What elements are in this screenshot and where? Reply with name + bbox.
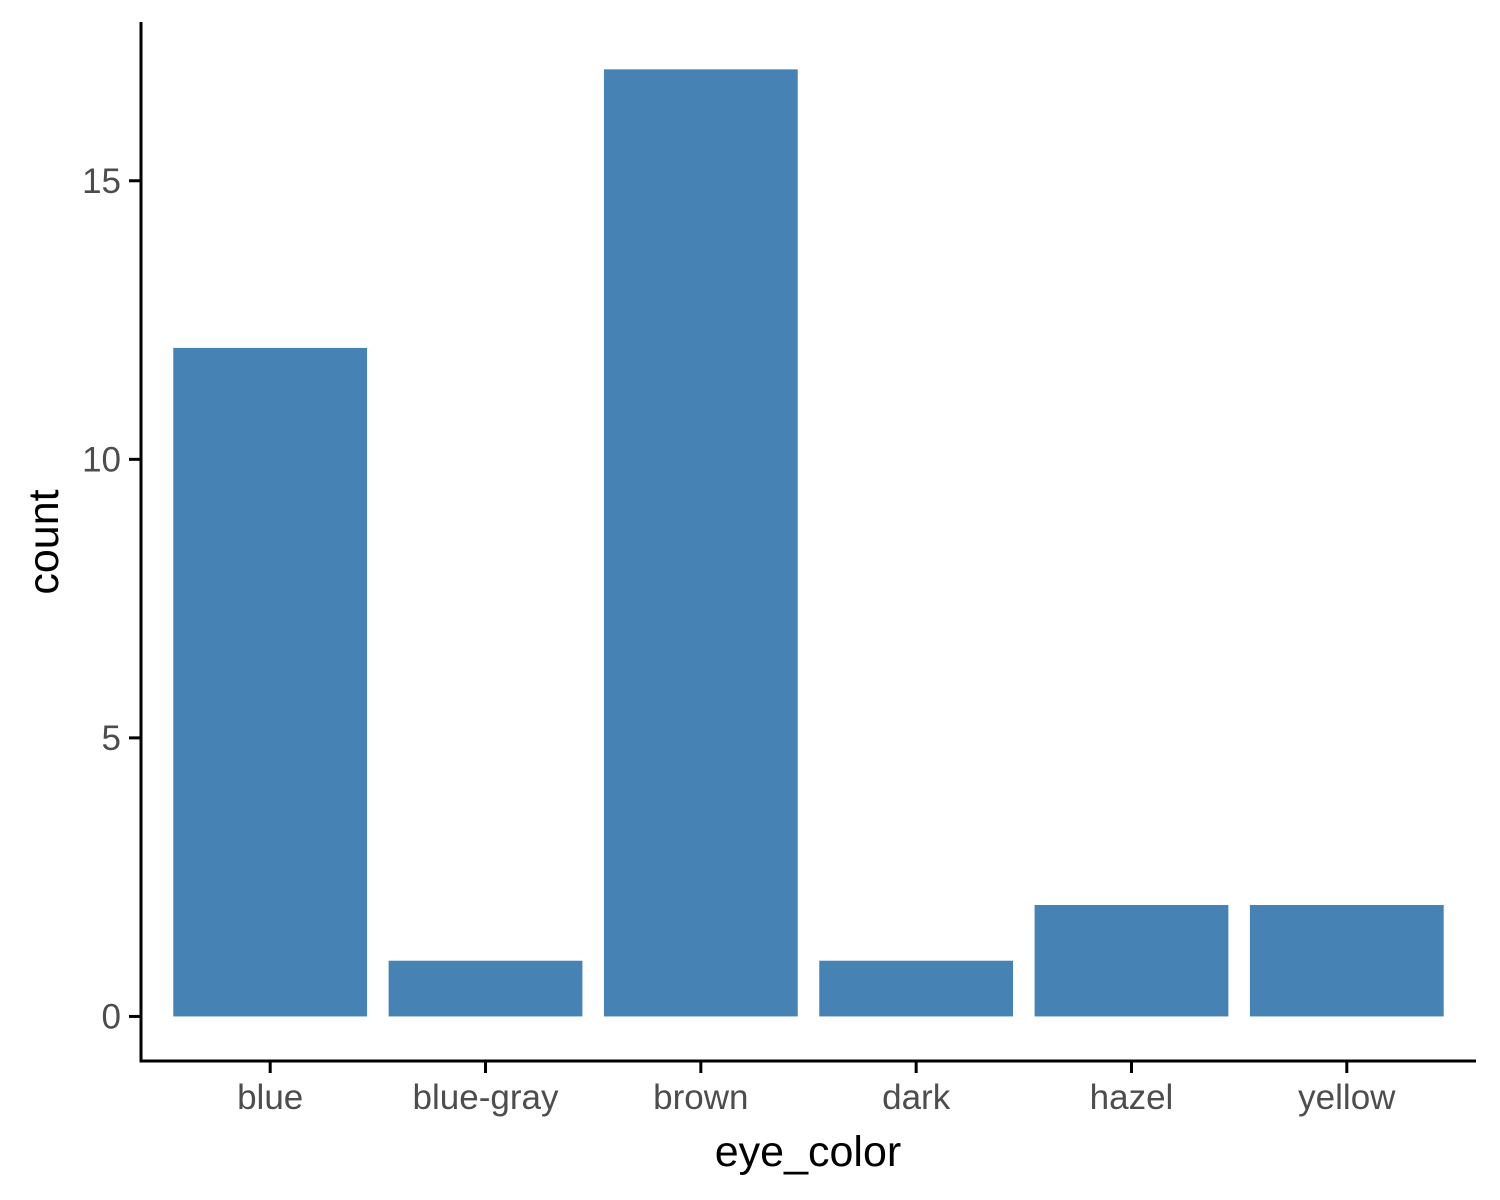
bar-blue — [173, 347, 368, 1017]
y-tick-label: 15 — [82, 162, 121, 201]
y-tick-label: 5 — [102, 719, 121, 758]
x-tick-label: blue — [237, 1078, 303, 1117]
bar-blue-gray — [388, 960, 583, 1017]
x-axis-ticks: blue blue-gray brown dark hazel yellow — [237, 1062, 1396, 1117]
bar-yellow — [1249, 905, 1444, 1017]
y-tick-label: 10 — [82, 440, 121, 479]
y-axis-ticks: 0 5 10 15 — [82, 162, 141, 1036]
x-tick-label: yellow — [1298, 1078, 1396, 1117]
bar-hazel — [1034, 905, 1229, 1017]
x-tick-label: dark — [882, 1078, 951, 1117]
x-axis-title: eye_color — [715, 1128, 901, 1176]
y-axis-title: count — [20, 489, 68, 594]
y-tick-label: 0 — [102, 997, 121, 1036]
x-tick-label: hazel — [1090, 1078, 1174, 1117]
bars-group — [173, 69, 1444, 1017]
bar-brown — [603, 69, 798, 1017]
x-tick-label: blue-gray — [413, 1078, 559, 1117]
bar-dark — [819, 960, 1014, 1017]
x-tick-label: brown — [653, 1078, 748, 1117]
